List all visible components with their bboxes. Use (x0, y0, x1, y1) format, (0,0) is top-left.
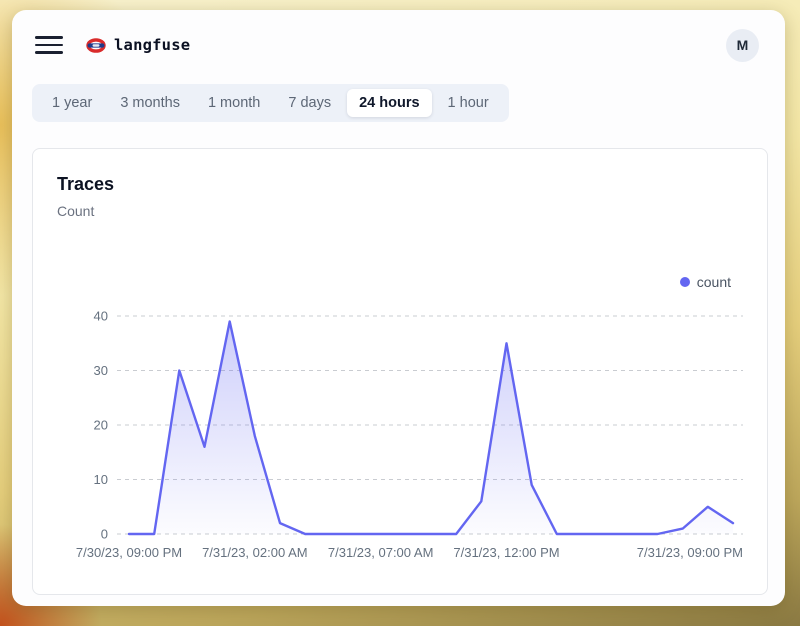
menu-icon[interactable] (35, 36, 63, 54)
legend-dot-count (679, 277, 690, 287)
y-tick-label: 10 (94, 472, 108, 487)
traces-chart-card: Traces Count count 0 10 20 30 40 7/30/23, 09:… (32, 148, 768, 595)
tab-24-hours[interactable]: 24 hours (347, 89, 432, 117)
app-window: langfuse M 1 year 3 months 1 month 7 days 24… (12, 10, 785, 606)
y-tick-label: 30 (94, 363, 108, 378)
x-tick-label: 7/31/23, 12:00 PM (453, 545, 559, 560)
menu-bar-line (35, 36, 63, 39)
time-range-tabs: 1 year 3 months 1 month 7 days 24 hours 1 hou… (32, 84, 509, 122)
x-tick-label: 7/31/23, 09:00 PM (637, 545, 743, 560)
avatar[interactable]: M (726, 28, 759, 62)
card-title: Traces (57, 174, 115, 194)
count-area-fill (129, 321, 733, 534)
top-bar: langfuse M (12, 10, 785, 80)
langfuse-brand[interactable]: langfuse (86, 36, 190, 54)
card-subtitle: Count (57, 203, 95, 219)
menu-bar-line (35, 43, 63, 47)
legend-label-count: count (696, 274, 731, 290)
count-line (127, 320, 735, 536)
tab-1-month[interactable]: 1 month (207, 95, 261, 111)
tab-1-hour[interactable]: 1 hour (447, 95, 489, 111)
chart-legend: count (679, 274, 731, 290)
avatar-initial: M (736, 37, 749, 53)
y-tick-label: 0 (101, 527, 108, 542)
menu-bar-line (35, 51, 63, 54)
tab-7-days[interactable]: 7 days (288, 95, 332, 111)
tab-3-months[interactable]: 3 months (120, 95, 180, 111)
x-tick-label: 7/31/23, 07:00 AM (328, 545, 434, 560)
x-tick-label: 7/31/23, 02:00 AM (202, 545, 308, 560)
tab-1-year[interactable]: 1 year (52, 95, 93, 111)
x-tick-label: 7/30/23, 09:00 PM (76, 545, 182, 560)
y-tick-label: 20 (94, 418, 108, 433)
y-tick-label: 40 (94, 309, 108, 324)
traces-area-chart: 0 10 20 30 40 7/30/23, 09:00 PM 7/31/23, 02:00… (76, 309, 743, 560)
langfuse-logo (86, 37, 106, 53)
brand-wordmark: langfuse (114, 36, 191, 54)
